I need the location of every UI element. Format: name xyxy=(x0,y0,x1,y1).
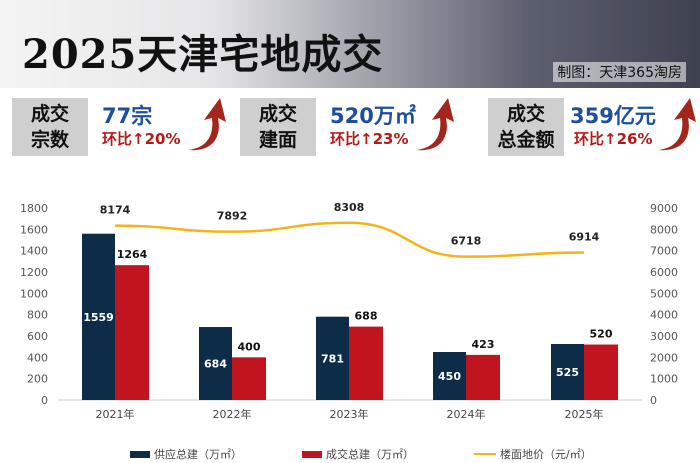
price-label: 7892 xyxy=(217,210,248,223)
bar-supply xyxy=(82,233,115,400)
bar-deal xyxy=(466,354,500,400)
bar-deal-label: 400 xyxy=(238,340,261,353)
legend-deal: 成交总建（万㎡） xyxy=(302,446,414,462)
y-tick-label: 400 xyxy=(27,351,48,364)
kpi-value: 359亿元 xyxy=(570,104,656,128)
bar-supply xyxy=(316,316,349,400)
legend-label: 成交总建（万㎡） xyxy=(326,448,414,461)
legend-price: 楼面地价（元/㎡） xyxy=(474,446,592,462)
y-tick-label: 1200 xyxy=(20,266,48,279)
kpi-label: 成交 建面 xyxy=(240,98,316,156)
bar-supply xyxy=(433,352,466,400)
legend-swatch xyxy=(474,453,496,455)
x-tick-label: 2024年 xyxy=(447,407,486,421)
kpi-label-line1: 成交 xyxy=(258,103,297,125)
kpi-label: 成交 宗数 xyxy=(12,98,88,156)
up-arrow-icon xyxy=(188,98,226,151)
y2-tick-label: 4000 xyxy=(650,309,678,322)
kpi-change: 环比↑26% xyxy=(574,130,653,148)
bar-supply xyxy=(199,327,232,400)
y-tick-label: 600 xyxy=(27,330,48,343)
kpi-label: 成交 总金额 xyxy=(488,98,564,156)
bar-supply-label: 781 xyxy=(321,352,344,365)
y2-tick-label: 8000 xyxy=(650,223,678,236)
up-arrow-icon xyxy=(416,98,454,151)
bar-deal xyxy=(584,344,618,400)
y-tick-label: 0 xyxy=(41,394,48,407)
y2-tick-label: 5000 xyxy=(650,287,678,300)
bar-supply xyxy=(551,344,584,400)
kpi-change: 环比↑23% xyxy=(330,130,409,148)
kpi-label-line2: 宗数 xyxy=(30,129,69,151)
y-tick-label: 1000 xyxy=(20,287,48,300)
credit-text: 制图：天津365淘房 xyxy=(553,62,686,82)
price-label: 6718 xyxy=(451,235,482,248)
header-banner: 2025天津宅地成交 制图：天津365淘房 xyxy=(0,0,700,88)
x-tick-label: 2021年 xyxy=(96,407,135,421)
price-label: 6914 xyxy=(569,231,600,244)
bar-deal xyxy=(115,265,149,400)
kpi-change: 环比↑20% xyxy=(102,130,181,148)
bar-deal-label: 423 xyxy=(472,338,495,351)
y-tick-label: 1800 xyxy=(20,202,48,215)
bar-deal-label: 520 xyxy=(590,328,613,341)
bar-deal-label: 1264 xyxy=(117,248,148,261)
y2-tick-label: 3000 xyxy=(650,330,678,343)
x-tick-label: 2022年 xyxy=(213,407,252,421)
kpi-label-line1: 成交 xyxy=(30,103,69,125)
page-title: 2025天津宅地成交 xyxy=(22,31,384,78)
kpi-label-line2: 总金额 xyxy=(497,129,555,151)
x-tick-label: 2025年 xyxy=(565,407,604,421)
bar-supply-label: 684 xyxy=(204,358,227,371)
legend-supply: 供应总建（万㎡） xyxy=(130,446,242,462)
legend-label: 供应总建（万㎡） xyxy=(154,448,242,461)
y2-tick-label: 1000 xyxy=(650,373,678,386)
legend-swatch xyxy=(302,450,322,458)
y2-tick-label: 9000 xyxy=(650,202,678,215)
y-tick-label: 800 xyxy=(27,309,48,322)
y2-tick-label: 0 xyxy=(650,394,657,407)
y-tick-label: 1400 xyxy=(20,245,48,258)
kpi-label-line2: 建面 xyxy=(258,129,297,151)
y2-tick-label: 6000 xyxy=(650,266,678,279)
kpi-value: 520万㎡ xyxy=(330,104,416,128)
x-tick-label: 2023年 xyxy=(330,407,369,421)
bar-supply-label: 450 xyxy=(438,370,461,383)
y-tick-label: 1600 xyxy=(20,223,48,236)
y-tick-label: 200 xyxy=(27,373,48,386)
bar-deal xyxy=(349,326,383,400)
price-label: 8174 xyxy=(100,204,131,217)
y2-tick-label: 7000 xyxy=(650,245,678,258)
price-line xyxy=(114,221,585,258)
bar-supply-label: 1559 xyxy=(83,311,114,324)
up-arrow-icon xyxy=(658,98,696,151)
price-label: 8308 xyxy=(334,201,365,214)
legend-swatch xyxy=(130,450,150,458)
chart: 0 200 400 600 800 1000 1200 1400 1600 1800 0 1000 20… xyxy=(20,201,678,421)
y2-tick-label: 2000 xyxy=(650,351,678,364)
bar-supply-label: 525 xyxy=(556,366,579,379)
legend-label: 楼面地价（元/㎡） xyxy=(500,448,592,461)
bar-deal-label: 688 xyxy=(355,310,378,323)
kpi-label-line1: 成交 xyxy=(506,103,545,125)
bar-deal xyxy=(232,357,266,400)
kpi-value: 77宗 xyxy=(102,104,153,128)
